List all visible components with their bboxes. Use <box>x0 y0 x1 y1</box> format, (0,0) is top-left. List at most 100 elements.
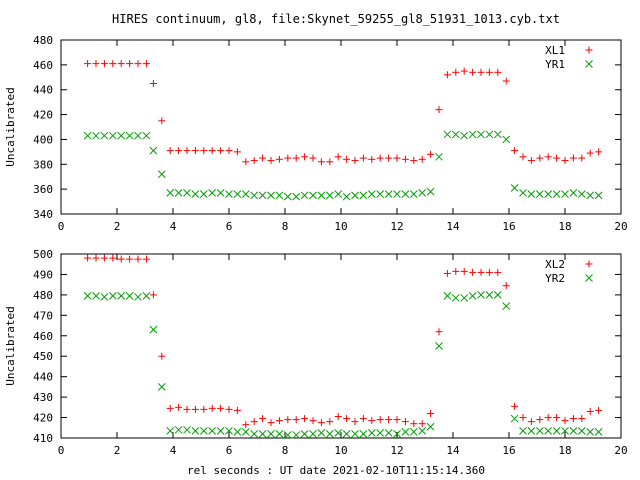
data-point-d2 <box>594 428 603 436</box>
data-point <box>477 268 485 276</box>
data-point <box>250 430 259 438</box>
y-axis-label: Uncalibrated <box>4 306 17 385</box>
legend-marker-d2 <box>585 60 593 68</box>
data-point <box>216 189 225 197</box>
data-point <box>258 191 267 200</box>
data-point <box>275 430 284 438</box>
data-point <box>443 71 451 79</box>
data-point <box>367 190 376 198</box>
data-point <box>359 415 367 423</box>
data-point <box>393 190 401 198</box>
data-point <box>342 192 351 201</box>
data-point <box>401 190 410 198</box>
data-point-d2 <box>225 190 233 198</box>
legend-marker <box>585 46 593 54</box>
data-point <box>544 426 553 435</box>
data-point-d2 <box>174 425 183 434</box>
data-point <box>317 419 325 427</box>
data-point <box>275 191 284 200</box>
data-point <box>100 254 108 262</box>
data-point-d2 <box>477 130 485 139</box>
data-point <box>317 158 325 166</box>
data-point <box>326 158 334 166</box>
data-point <box>83 292 92 300</box>
data-point-d2 <box>485 291 494 299</box>
data-point-d2 <box>544 190 553 198</box>
data-point <box>108 292 117 300</box>
lower-panel: 0 2 4 6 8 10 12 14 16 18 20 410 420 430 440 450 460 470 48… <box>4 248 628 457</box>
data-point-d2 <box>191 426 200 435</box>
data-point <box>292 154 300 162</box>
data-point-d2 <box>108 131 117 140</box>
data-point <box>183 147 191 155</box>
data-point-d2 <box>409 190 418 198</box>
data-point <box>519 153 527 161</box>
data-point <box>510 184 519 192</box>
data-point-d2 <box>418 426 427 435</box>
data-point-d2 <box>527 426 536 435</box>
data-point <box>317 429 326 437</box>
data-point <box>401 155 409 163</box>
legend-label: YR2 <box>545 272 565 285</box>
data-point <box>317 191 326 200</box>
data-point-d2 <box>544 426 553 435</box>
data-point-d2 <box>275 430 284 438</box>
data-point-d2 <box>468 130 477 139</box>
data-point <box>367 429 376 437</box>
data-point <box>544 190 553 198</box>
y-tick-label: 410 <box>33 432 53 445</box>
data-point <box>553 154 561 162</box>
data-point-d2 <box>125 131 134 140</box>
data-point-d2 <box>367 429 376 437</box>
data-point <box>561 190 569 198</box>
x-tick-label: 8 <box>282 444 289 457</box>
data-point <box>208 147 216 155</box>
data-point-d2 <box>451 130 460 139</box>
data-point <box>376 416 384 424</box>
data-point <box>410 157 418 165</box>
x-tick-label: 2 <box>114 444 121 457</box>
data-point-d2 <box>594 191 603 200</box>
data-point <box>435 328 443 336</box>
data-point-d2 <box>460 294 469 302</box>
data-point-d2 <box>267 191 275 200</box>
y-tick-label: 380 <box>33 158 53 171</box>
data-point <box>401 428 410 436</box>
data-point-d2 <box>586 428 595 436</box>
data-point <box>134 255 142 263</box>
y-tick-label: 420 <box>33 412 53 425</box>
data-point <box>149 80 157 87</box>
data-point <box>309 191 317 200</box>
data-point <box>334 153 342 161</box>
data-point <box>561 417 569 425</box>
data-point <box>283 192 292 201</box>
data-point-d2 <box>435 152 443 161</box>
data-point <box>493 130 502 139</box>
data-point-d2 <box>418 189 427 197</box>
data-point-d2 <box>100 131 109 140</box>
data-point <box>149 325 158 334</box>
data-point <box>359 154 367 162</box>
data-point <box>142 255 150 263</box>
data-point <box>233 406 241 414</box>
data-point-d2 <box>134 131 142 140</box>
data-point-d2 <box>351 430 359 438</box>
data-point <box>494 268 502 276</box>
data-point-d2 <box>241 190 250 198</box>
x-tick-label: 12 <box>390 220 403 233</box>
data-point <box>157 170 166 179</box>
data-point <box>183 405 191 413</box>
data-point-d2 <box>510 414 519 423</box>
data-point <box>544 414 552 422</box>
x-tick-label: 12 <box>390 444 403 457</box>
data-point <box>536 416 544 424</box>
data-point-d2 <box>258 191 267 200</box>
data-point <box>418 426 427 435</box>
data-point <box>175 403 183 411</box>
data-point-d2 <box>142 292 151 300</box>
data-point <box>225 426 233 435</box>
data-point <box>183 189 191 197</box>
data-point <box>326 418 334 426</box>
data-point <box>535 426 544 435</box>
